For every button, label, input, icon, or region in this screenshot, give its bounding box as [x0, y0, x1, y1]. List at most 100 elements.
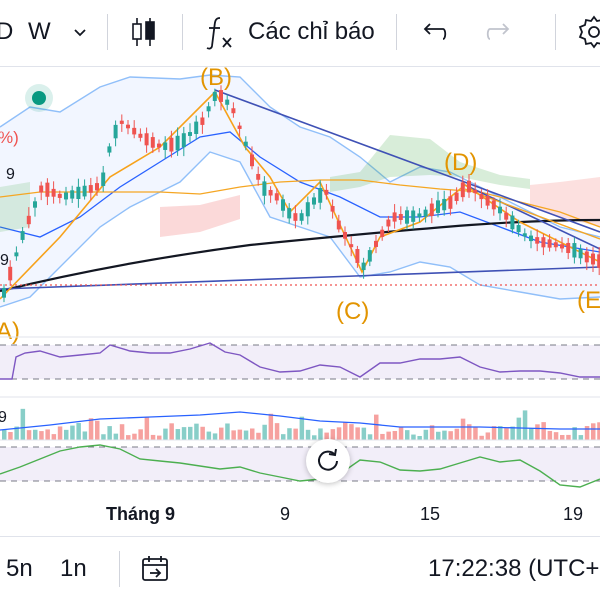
candle-body	[64, 192, 68, 200]
volume-bar	[516, 417, 522, 440]
reset-icon	[318, 448, 338, 471]
volume-bar	[312, 435, 317, 440]
undo-button[interactable]	[421, 0, 449, 64]
candle-body	[163, 142, 168, 150]
chart-type-button[interactable]	[129, 0, 159, 64]
chevron-down-icon[interactable]	[72, 0, 88, 64]
candle-body	[132, 127, 137, 135]
volume-bar	[250, 428, 255, 440]
candle-body	[485, 195, 490, 206]
left-label-9a: 9	[6, 166, 15, 183]
candle-body	[188, 132, 192, 136]
price-chart[interactable]: (B) (D) (C) (E (A) %) 9 9 9	[0, 67, 600, 497]
candle-body	[138, 133, 143, 138]
left-label-9b: 9	[0, 252, 9, 269]
candle-body	[231, 108, 236, 114]
wave-label-c: (C)	[336, 298, 369, 325]
volume-bar	[268, 413, 274, 440]
volume-bar	[64, 429, 69, 440]
candle-body	[398, 213, 403, 221]
candle-body	[20, 231, 25, 240]
range-5n-button[interactable]: 5n	[6, 537, 33, 601]
candle-body	[57, 193, 62, 198]
redo-button[interactable]	[484, 0, 512, 64]
left-label-9c: 9	[0, 409, 7, 426]
xaxis-label-9: 9	[280, 504, 291, 524]
trendline-upper	[214, 89, 600, 233]
rsi-line	[0, 342, 600, 380]
volume-bar	[560, 435, 565, 440]
candle-body	[591, 253, 595, 265]
candle-body	[287, 208, 292, 219]
candle-body	[82, 185, 87, 197]
volume-bar	[423, 429, 429, 440]
volume-bar	[101, 434, 106, 440]
settings-button[interactable]	[576, 0, 600, 64]
volume-bar	[88, 418, 94, 440]
volume-bar	[361, 427, 367, 440]
range-1n-button[interactable]: 1n	[60, 537, 87, 601]
volume-bar	[479, 435, 484, 440]
candle-body	[206, 106, 211, 112]
reset-chart-button[interactable]	[306, 439, 350, 483]
volume-bar	[398, 427, 404, 440]
volume-bar	[566, 434, 571, 440]
candle-body	[2, 287, 6, 298]
volume-bar	[175, 429, 181, 440]
candle-body	[479, 193, 484, 200]
orange-ma-line	[0, 179, 600, 228]
candle-body	[324, 189, 329, 195]
volume-bar	[454, 428, 460, 440]
candle-body	[212, 91, 217, 101]
candlestick-series	[2, 85, 600, 303]
candle-body	[541, 237, 546, 248]
volume-bar	[200, 426, 205, 440]
volume-bar	[324, 432, 329, 440]
toolbar-divider	[396, 14, 397, 50]
symbol-label[interactable]: D	[0, 0, 13, 64]
volume-bar	[206, 431, 212, 440]
volume-bar	[535, 424, 540, 440]
volume-bar	[504, 427, 509, 440]
candle-body	[268, 189, 273, 196]
volume-bar	[57, 426, 63, 440]
indicators-button[interactable]: Các chỉ báo	[204, 0, 375, 64]
candle-body	[367, 250, 372, 262]
volume-bar	[584, 426, 590, 440]
volume-bar	[448, 431, 453, 440]
volume-bar	[26, 430, 32, 440]
candle-body	[442, 198, 447, 211]
volume-bar	[113, 433, 119, 440]
candle-body	[181, 133, 186, 148]
volume-bar	[349, 424, 354, 440]
candle-body	[318, 188, 323, 203]
symbol-text: D	[0, 18, 14, 45]
cloud-red	[160, 195, 240, 237]
volume-bar	[132, 433, 137, 440]
candle-body	[498, 206, 502, 214]
undo-icon	[423, 23, 447, 40]
volume-bar	[14, 426, 19, 440]
volume-bar	[305, 429, 311, 440]
volume-bar	[522, 410, 528, 440]
candle-body	[225, 99, 230, 105]
candle-body	[243, 141, 248, 146]
top-toolbar: D W Các chỉ báo	[0, 0, 600, 67]
candle-body	[175, 135, 180, 151]
volume-bar	[417, 435, 422, 440]
go-to-date-button[interactable]	[140, 537, 170, 601]
cloud-green-left	[0, 182, 30, 232]
volume-bar	[163, 428, 168, 440]
volume-ma-line	[0, 411, 600, 431]
volume-bar	[51, 434, 57, 440]
timezone-clock[interactable]: 17:22:38 (UTC+	[428, 537, 599, 601]
range-1n-label: 1n	[60, 555, 87, 582]
candle-body	[51, 188, 56, 197]
wave-label-b: (B)	[200, 67, 232, 91]
interval-selector[interactable]: W	[28, 0, 51, 64]
volume-bar	[572, 427, 577, 440]
volume-bar	[225, 423, 230, 440]
xaxis-label-19: 19	[563, 504, 584, 524]
range-5n-label: 5n	[6, 555, 33, 582]
volume-bar	[547, 430, 553, 440]
